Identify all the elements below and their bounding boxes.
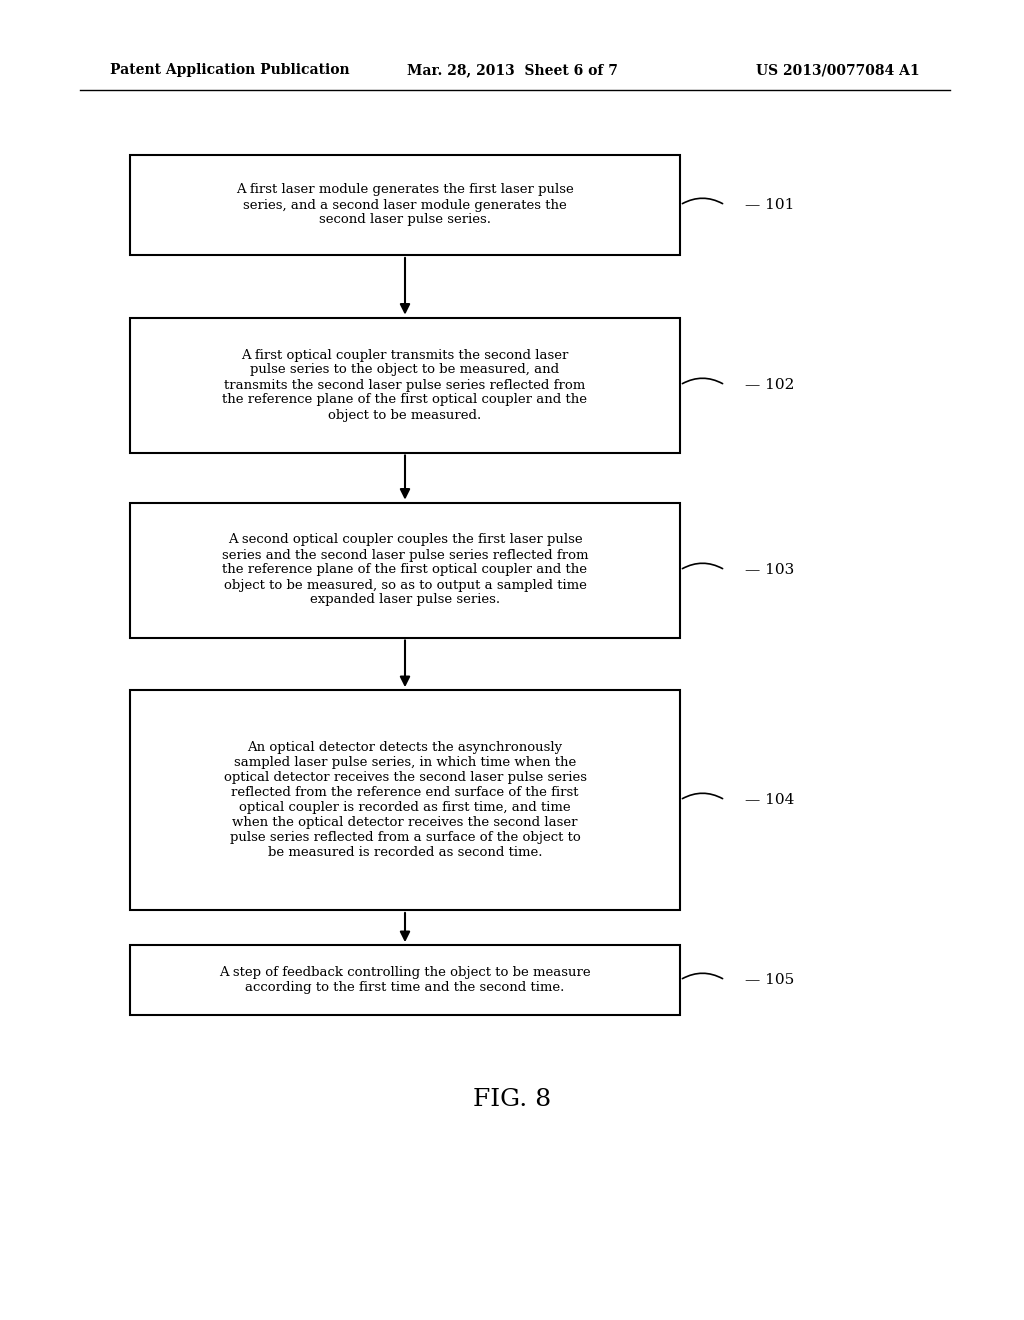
Text: A step of feedback controlling the object to be measure
according to the first t: A step of feedback controlling the objec… <box>219 966 591 994</box>
Bar <box>130 690 680 909</box>
Text: A second optical coupler couples the first laser pulse
series and the second las: A second optical coupler couples the fir… <box>222 533 588 606</box>
Text: US 2013/0077084 A1: US 2013/0077084 A1 <box>757 63 920 77</box>
Text: — 102: — 102 <box>745 378 795 392</box>
Text: A first optical coupler transmits the second laser
pulse series to the object to: A first optical coupler transmits the se… <box>222 348 588 421</box>
Text: Mar. 28, 2013  Sheet 6 of 7: Mar. 28, 2013 Sheet 6 of 7 <box>407 63 617 77</box>
Bar <box>130 945 680 1015</box>
Text: — 104: — 104 <box>745 793 795 807</box>
Text: — 105: — 105 <box>745 973 795 987</box>
Text: Patent Application Publication: Patent Application Publication <box>110 63 349 77</box>
Text: A first laser module generates the first laser pulse
series, and a second laser : A first laser module generates the first… <box>237 183 573 227</box>
Text: An optical detector detects the asynchronously
sampled laser pulse series, in wh: An optical detector detects the asynchro… <box>223 741 587 859</box>
Text: — 101: — 101 <box>745 198 795 213</box>
Text: FIG. 8: FIG. 8 <box>473 1089 551 1111</box>
Bar <box>130 503 680 638</box>
Text: — 103: — 103 <box>745 564 795 577</box>
Bar <box>130 318 680 453</box>
Bar <box>130 154 680 255</box>
